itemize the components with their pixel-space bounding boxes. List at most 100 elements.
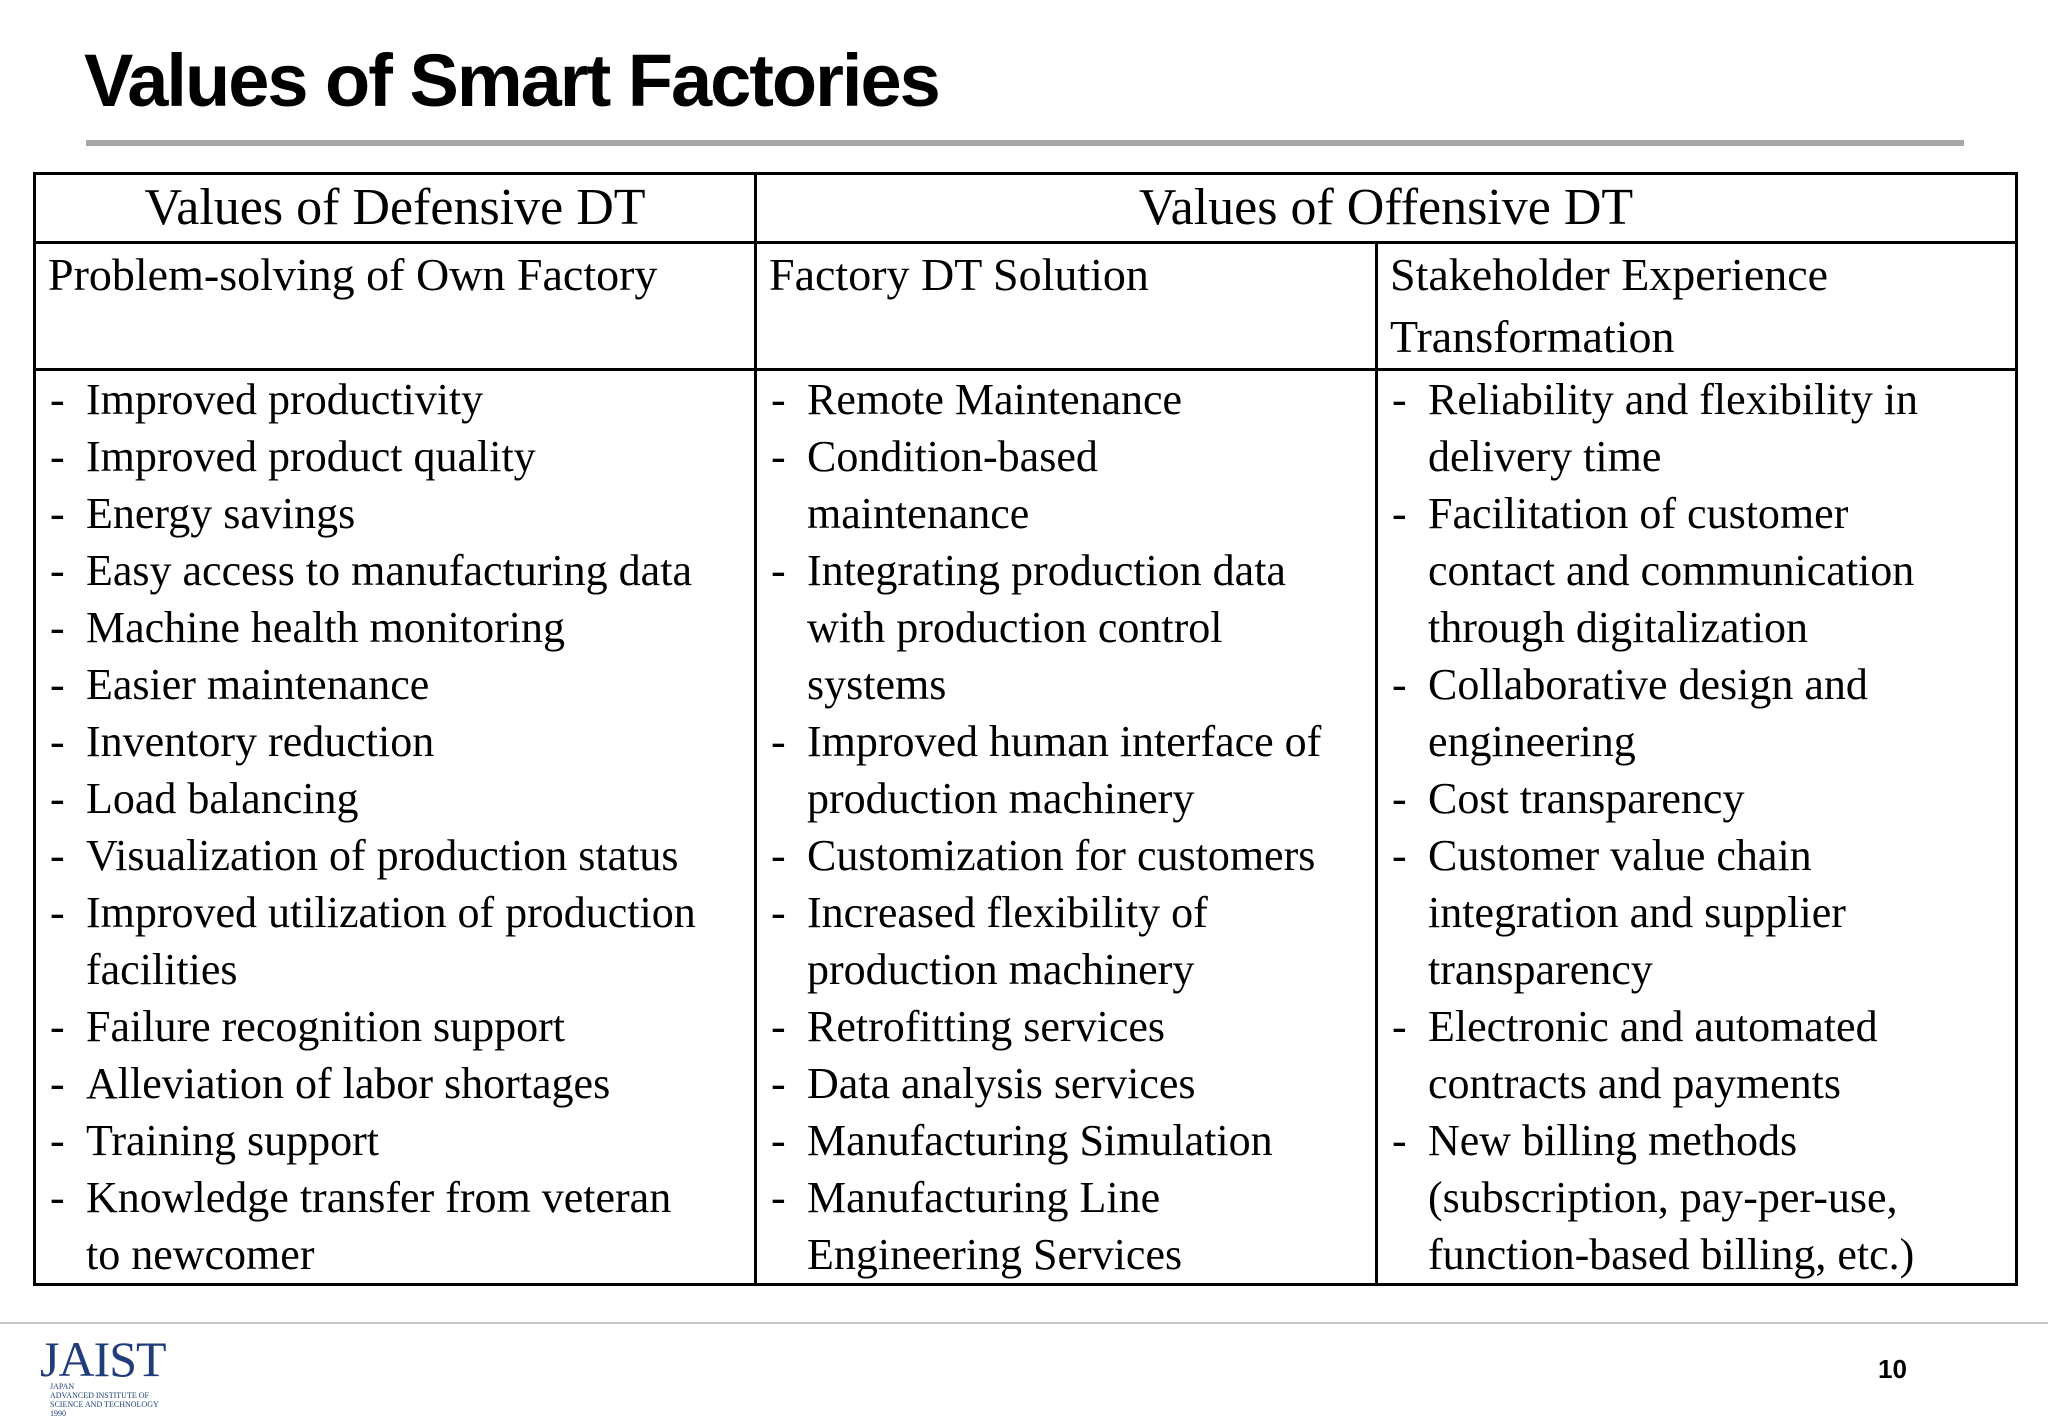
list-item-line: systems xyxy=(807,660,947,709)
list-item: - Easy access to manufacturing data xyxy=(50,542,754,599)
list-item: - Customer value chain integration and sup… xyxy=(1392,827,2015,998)
list-item-line: to newcomer xyxy=(86,1230,315,1279)
bullet-dash: - xyxy=(50,375,65,424)
list-item-line: Collaborative design and xyxy=(1428,660,1868,709)
logo-wordmark: JAIST xyxy=(40,1331,167,1387)
bullet-dash: - xyxy=(771,888,786,937)
list-item-line: Data analysis services xyxy=(807,1059,1196,1108)
list-item: - Customization for customers xyxy=(771,827,1375,884)
defensive-dt-header: Values of Defensive DT xyxy=(33,172,757,244)
own-factory-cell: - Improved productivity - Improved product … xyxy=(33,368,757,1286)
bullet-dash: - xyxy=(771,831,786,880)
bullet-dash: - xyxy=(771,375,786,424)
list-item: - Improved utilization of production facil… xyxy=(50,884,754,998)
offensive-dt-header: Values of Offensive DT xyxy=(753,172,2019,244)
list-item-line: contracts and payments xyxy=(1428,1059,1841,1108)
list-item-line: transparency xyxy=(1428,945,1653,994)
list-item: - Failure recognition support xyxy=(50,998,754,1055)
list-item: - Reliability and flexibility in delivery … xyxy=(1392,371,2015,485)
list-item-line: Engineering Services xyxy=(807,1230,1183,1279)
list-item-line: Retrofitting services xyxy=(807,1002,1166,1051)
list-item-line: (subscription, pay-per-use, xyxy=(1428,1173,1898,1222)
list-item: - Increased flexibility of production mach… xyxy=(771,884,1375,998)
list-item-line: Customer value chain xyxy=(1428,831,1812,880)
list-item-line: contact and communication xyxy=(1428,546,1915,595)
list-item-line: Energy savings xyxy=(86,489,356,538)
bullet-dash: - xyxy=(50,774,65,823)
bullet-dash: - xyxy=(50,1173,65,1222)
bullet-dash: - xyxy=(1392,774,1407,823)
bullet-dash: - xyxy=(50,1116,65,1165)
own-factory-list: - Improved productivity - Improved product … xyxy=(50,371,754,1283)
list-item-line: Condition-based xyxy=(807,432,1098,481)
list-item: - Improved productivity xyxy=(50,371,754,428)
bullet-dash: - xyxy=(771,717,786,766)
list-item-line: Training support xyxy=(86,1116,379,1165)
bullet-dash: - xyxy=(50,660,65,709)
bullet-dash: - xyxy=(1392,660,1407,709)
dt-solution-list: - Remote Maintenance - Condition-based maint… xyxy=(771,371,1375,1283)
list-item-line: Improved human interface of xyxy=(807,717,1322,766)
list-item-line: Easy access to manufacturing data xyxy=(86,546,692,595)
list-item-line: through digitalization xyxy=(1428,603,1809,652)
list-item-line: maintenance xyxy=(807,489,1030,538)
bullet-dash: - xyxy=(50,603,65,652)
list-item: - Manufacturing Line Engineering Services xyxy=(771,1169,1375,1283)
list-item-line: Customization for customers xyxy=(807,831,1316,880)
bullet-dash: - xyxy=(771,1059,786,1108)
list-item: - Facilitation of customer contact and com… xyxy=(1392,485,2015,656)
list-item: - Retrofitting services xyxy=(771,998,1375,1055)
bullet-dash: - xyxy=(1392,375,1407,424)
bullet-dash: - xyxy=(50,1059,65,1108)
list-item: - Improved human interface of production m… xyxy=(771,713,1375,827)
list-item-line: Improved utilization of production xyxy=(86,888,696,937)
list-item: - Manufacturing Simulation xyxy=(771,1112,1375,1169)
list-item: - Collaborative design and engineering xyxy=(1392,656,2015,770)
logo-subtext: JAPAN ADVANCED INSTITUTE OF SCIENCE AND … xyxy=(50,1382,159,1418)
bullet-dash: - xyxy=(771,546,786,595)
list-item-line: Alleviation of labor shortages xyxy=(86,1059,611,1108)
items-row: - Improved productivity - Improved product … xyxy=(33,368,2019,1286)
list-item-line: New billing methods xyxy=(1428,1116,1798,1165)
list-item-line: production machinery xyxy=(807,945,1195,994)
list-item-line: Increased flexibility of xyxy=(807,888,1208,937)
bullet-dash: - xyxy=(771,1173,786,1222)
list-item-line: Improved productivity xyxy=(86,375,484,424)
bullet-dash: - xyxy=(1392,831,1407,880)
stakeholder-list: - Reliability and flexibility in delivery … xyxy=(1392,371,2015,1283)
list-item-line: Electronic and automated xyxy=(1428,1002,1878,1051)
list-item-line: Visualization of production status xyxy=(86,831,679,880)
list-item-line: integration and supplier xyxy=(1428,888,1846,937)
group-header-row: Values of Defensive DT Values of Offensi… xyxy=(33,172,2019,244)
list-item: - Machine health monitoring xyxy=(50,599,754,656)
bullet-dash: - xyxy=(50,1002,65,1051)
list-item: - Easier maintenance xyxy=(50,656,754,713)
list-item-line: facilities xyxy=(86,945,238,994)
bullet-dash: - xyxy=(50,432,65,481)
list-item: - Knowledge transfer from veteran to newco… xyxy=(50,1169,754,1283)
sub-header-row: Problem-solving of Own Factory Factory D… xyxy=(33,241,2019,371)
bullet-dash: - xyxy=(1392,1002,1407,1051)
stakeholder-cell: - Reliability and flexibility in delivery … xyxy=(1374,368,2019,1286)
list-item-line: Manufacturing Simulation xyxy=(807,1116,1273,1165)
list-item-line: Reliability and flexibility in xyxy=(1428,375,1919,424)
list-item: - Data analysis services xyxy=(771,1055,1375,1112)
list-item-line: function-based billing, etc.) xyxy=(1428,1230,1915,1279)
list-item: - Condition-based maintenance xyxy=(771,428,1375,542)
list-item: - Inventory reduction xyxy=(50,713,754,770)
bullet-dash: - xyxy=(1392,1116,1407,1165)
list-item: - Cost transparency xyxy=(1392,770,2015,827)
values-table: Values of Defensive DT Values of Offensi… xyxy=(33,172,2019,1286)
bullet-dash: - xyxy=(50,717,65,766)
bullet-dash: - xyxy=(1392,489,1407,538)
list-item-line: Inventory reduction xyxy=(86,717,435,766)
list-item: - New billing methods (subscription, pay-p… xyxy=(1392,1112,2015,1283)
list-item-line: Integrating production data xyxy=(807,546,1286,595)
list-item-line: Machine health monitoring xyxy=(86,603,565,652)
slide-title: Values of Smart Factories xyxy=(84,39,941,122)
bullet-dash: - xyxy=(771,1116,786,1165)
list-item-line: Cost transparency xyxy=(1428,774,1745,823)
list-item-line: Improved product quality xyxy=(86,432,536,481)
bullet-dash: - xyxy=(50,831,65,880)
list-item-line: delivery time xyxy=(1428,432,1662,481)
